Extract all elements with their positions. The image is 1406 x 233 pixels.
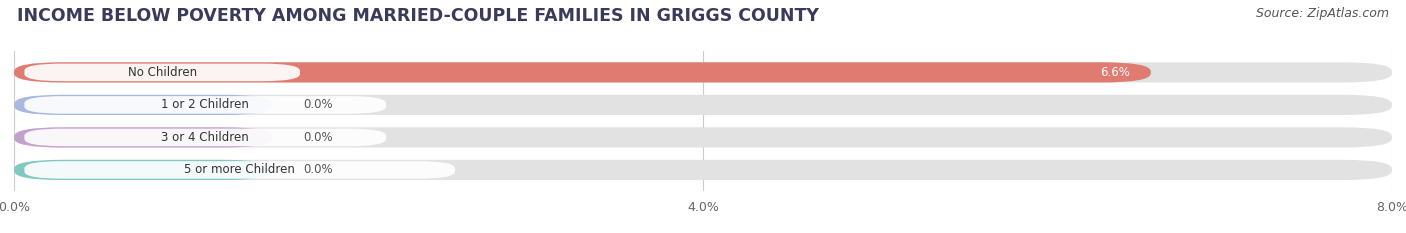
FancyBboxPatch shape <box>14 95 1392 115</box>
FancyBboxPatch shape <box>14 160 273 180</box>
Text: 0.0%: 0.0% <box>304 163 333 176</box>
Text: Source: ZipAtlas.com: Source: ZipAtlas.com <box>1256 7 1389 20</box>
Text: 6.6%: 6.6% <box>1101 66 1130 79</box>
FancyBboxPatch shape <box>14 95 273 115</box>
Text: 1 or 2 Children: 1 or 2 Children <box>162 98 249 111</box>
FancyBboxPatch shape <box>24 161 456 179</box>
FancyBboxPatch shape <box>24 129 387 146</box>
Text: No Children: No Children <box>128 66 197 79</box>
Text: 3 or 4 Children: 3 or 4 Children <box>162 131 249 144</box>
FancyBboxPatch shape <box>14 160 1392 180</box>
FancyBboxPatch shape <box>14 127 273 147</box>
FancyBboxPatch shape <box>14 62 1150 82</box>
FancyBboxPatch shape <box>24 96 387 114</box>
Text: INCOME BELOW POVERTY AMONG MARRIED-COUPLE FAMILIES IN GRIGGS COUNTY: INCOME BELOW POVERTY AMONG MARRIED-COUPL… <box>17 7 818 25</box>
Text: 5 or more Children: 5 or more Children <box>184 163 295 176</box>
FancyBboxPatch shape <box>14 62 1392 82</box>
FancyBboxPatch shape <box>24 64 299 81</box>
Text: 0.0%: 0.0% <box>304 98 333 111</box>
Text: 0.0%: 0.0% <box>304 131 333 144</box>
FancyBboxPatch shape <box>14 127 1392 147</box>
